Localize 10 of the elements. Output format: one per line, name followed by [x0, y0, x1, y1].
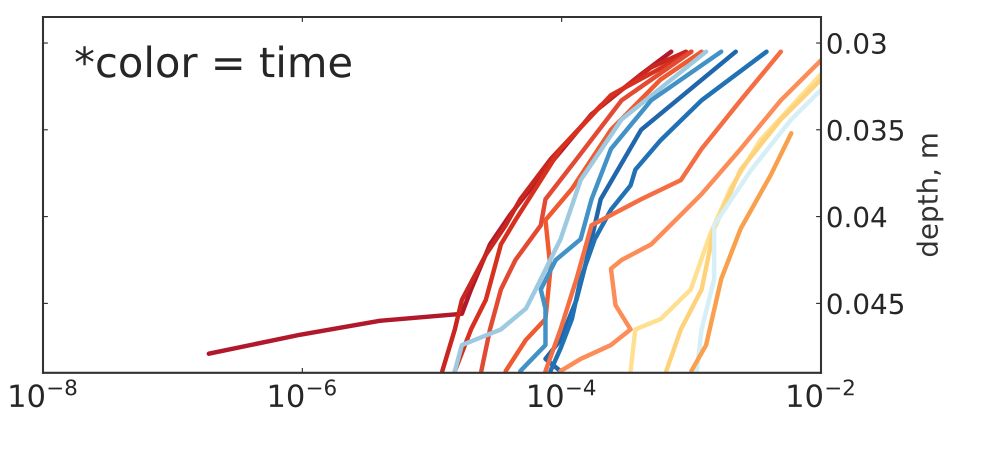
- x-tick-label: 10$^{−4}$: [529, 380, 596, 408]
- y-tick-label: 0.03: [828, 32, 886, 54]
- x-tick-label: 10$^{−2}$: [788, 379, 854, 408]
- y-tick-label: 0.045: [828, 293, 903, 314]
- y-tick-label: 0.04: [828, 206, 886, 228]
- y-tick-label: 0.035: [828, 120, 903, 141]
- annotation: *color = time: [75, 45, 351, 78]
- x-tick-label: 10$^{−6}$: [270, 379, 336, 408]
- y-axis-title: depth, m: [916, 134, 944, 256]
- x-tick-label: 10$^{−8}$: [10, 379, 76, 408]
